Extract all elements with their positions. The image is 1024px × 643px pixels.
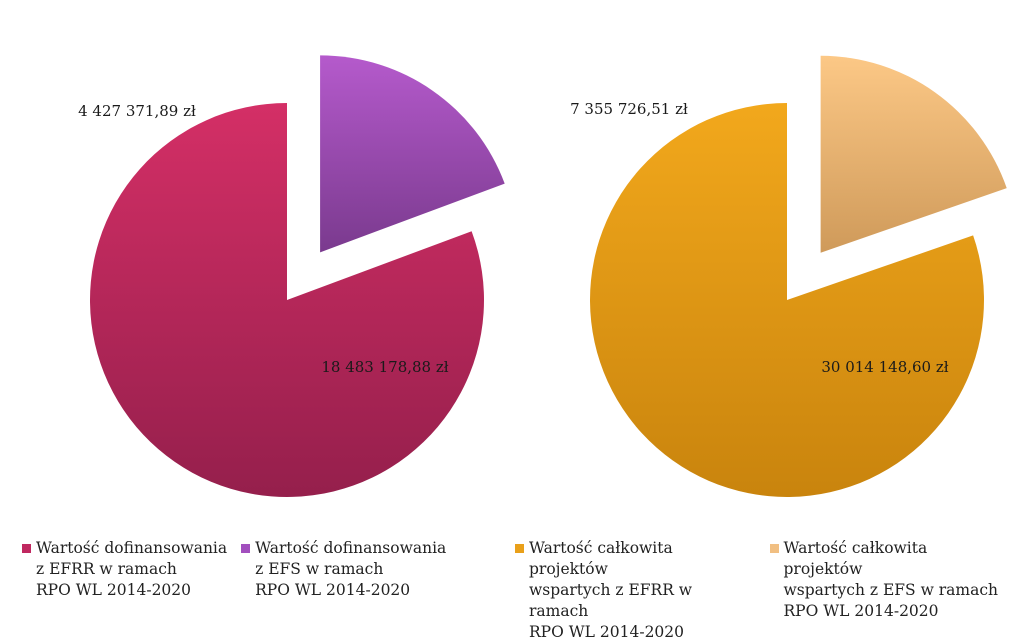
legend-item-efrr-total-value: Wartość całkowita projektów wspartych z … [515,538,756,643]
legend-label: Wartość całkowita projektów wspartych z … [783,539,999,620]
legend-chart-2: Wartość całkowita projektów wspartych z … [515,538,1024,643]
legend-item-efs-total-value: Wartość całkowita projektów wspartych z … [769,538,1011,643]
legend-label: Wartość całkowita projektów wspartych z … [529,539,693,641]
slice-value-label-1-2: 4 427 371,89 zł [78,102,196,120]
legend-swatch [241,544,251,553]
legend-swatch [515,544,524,553]
legend-label: Wartość dofinansowania z EFRR w ramach R… [36,539,228,599]
pie-slice-2-2 [820,55,1007,253]
slice-value-label-1-1: 18 483 178,88 zł [321,358,448,376]
pie-slice-1-1 [90,103,485,498]
legend-swatch [769,544,779,553]
pie-slice-2-1 [589,103,984,497]
legend-label: Wartość dofinansowania z EFS w ramach RP… [255,539,447,599]
legend-item-efrr-cofinancing: Wartość dofinansowania z EFRR w ramach R… [22,538,227,601]
slice-value-label-2-2: 7 355 726,51 zł [570,100,688,118]
legend-swatch [22,544,31,553]
legend-chart-1: Wartość dofinansowania z EFRR w ramach R… [22,538,460,601]
pie-charts: 18 483 178,88 zł 4 427 371,89 zł 30 014 14… [78,55,1007,498]
slice-value-label-2-1: 30 014 148,60 zł [821,358,948,376]
pie-slice-1-2 [320,55,505,253]
legend-item-efs-cofinancing: Wartość dofinansowania z EFS w ramach RP… [241,538,446,601]
